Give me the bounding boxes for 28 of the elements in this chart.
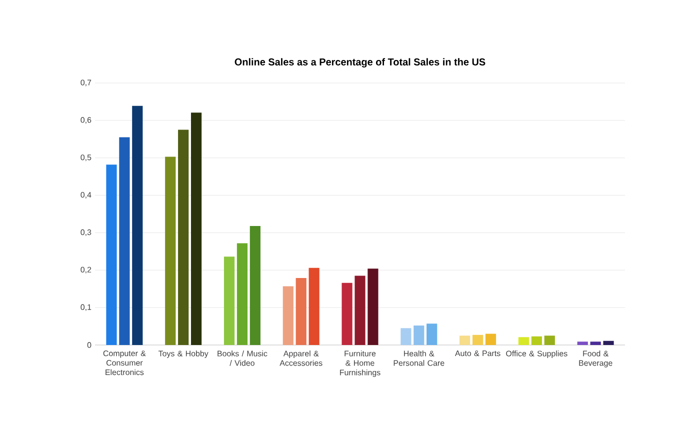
bar (368, 268, 378, 345)
bar (577, 342, 588, 345)
bar (190, 112, 202, 345)
bar (354, 276, 366, 345)
bar (485, 334, 496, 345)
bar (308, 268, 320, 345)
bar (460, 336, 470, 345)
bar (342, 282, 352, 345)
bar (531, 336, 542, 345)
bar (400, 328, 412, 345)
bar (250, 226, 260, 345)
bar (296, 278, 306, 345)
bar (132, 106, 143, 345)
bar (178, 130, 189, 345)
bar (544, 336, 555, 345)
bar (236, 243, 248, 345)
bar (518, 337, 530, 345)
bar (603, 340, 614, 345)
bar (590, 342, 601, 345)
bar (165, 156, 176, 345)
bar (119, 137, 130, 345)
bar (106, 164, 117, 345)
chart-title: Online Sales as a Percentage of Total Sales in the US (234, 58, 486, 68)
bar (426, 324, 438, 345)
bar (224, 256, 235, 345)
bar (414, 326, 424, 345)
bar (282, 286, 294, 345)
bar (472, 334, 484, 345)
